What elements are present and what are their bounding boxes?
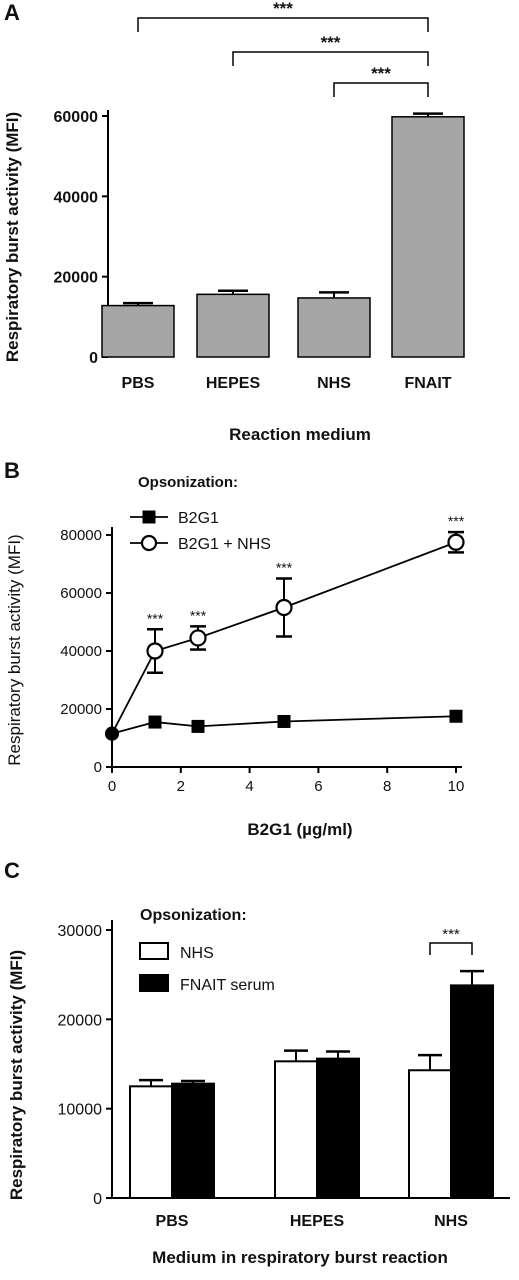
- panel-a-x-tick-label: NHS: [317, 375, 351, 392]
- panel-c-legend-swatch-nhs: [139, 942, 169, 960]
- panel-a-significance-label: ***: [273, 0, 293, 18]
- panel-a-significance-label: ***: [321, 33, 341, 52]
- panel-c-x-tick-label: PBS: [156, 1213, 189, 1230]
- panel-c-x-tick-label: HEPES: [290, 1213, 345, 1230]
- panel-b-significance-label: ***: [147, 610, 164, 626]
- panel-c-bar: [171, 1082, 215, 1199]
- panel-b-point-square: [148, 715, 162, 729]
- panel-b-point-filled-circle: [105, 726, 119, 741]
- panel-b-x-axis-label: B2G1 (µg/ml): [247, 820, 352, 839]
- panel-a-y-tick-label: 60000: [54, 109, 99, 126]
- panel-a-x-tick-label: HEPES: [206, 375, 261, 392]
- panel-b-x-tick-label: 6: [314, 778, 322, 795]
- panel-a-significance-bracket: [137, 17, 429, 32]
- panel-c-legend-label-nhs: NHS: [180, 945, 214, 962]
- panel-c-legend-swatch-fnait: [139, 974, 169, 992]
- panel-a-bar: [391, 116, 465, 358]
- panel-b-legend-marker-square: [142, 510, 156, 524]
- panel-c-legend-title: Opsonization:: [140, 907, 247, 924]
- panel-b-chart: B Respiratory burst activity (MFI) B2G1 …: [4, 458, 465, 839]
- panel-b-x-tick-label: 8: [383, 778, 391, 795]
- panel-c-y-tick-label: 20000: [58, 1012, 103, 1029]
- panel-b-x-tick-label: 4: [245, 778, 253, 795]
- panel-a-bar: [196, 293, 270, 358]
- panel-a-x-axis-label: Reaction medium: [229, 425, 371, 444]
- panel-a-y-tick-label: 20000: [54, 270, 99, 287]
- panel-a-y-tick-label: 40000: [54, 189, 99, 206]
- panel-b-significance-label: ***: [190, 607, 207, 623]
- panel-b-x-tick-label: 2: [177, 778, 185, 795]
- panel-b-legend-marker-circle: [140, 534, 158, 552]
- panel-b-significance-label: ***: [276, 560, 293, 576]
- panel-a-x-tick-label: FNAIT: [404, 375, 451, 392]
- panel-a-bar: [297, 297, 371, 358]
- panel-a-chart: A Respiratory burst activity (MFI) React…: [3, 0, 465, 444]
- panel-b-point-open-circle: [146, 642, 164, 660]
- panel-a-y-axis-label: Respiratory burst activity (MFI): [3, 112, 22, 362]
- panel-a-bar: [101, 304, 175, 358]
- panel-b-legend-label-b2g1: B2G1: [178, 510, 219, 527]
- panel-c-y-tick-label: 0: [93, 1191, 102, 1208]
- panel-a-significance-label: ***: [371, 64, 391, 83]
- panel-c-x-axis-label: Medium in respiratory burst reaction: [152, 1248, 448, 1267]
- panel-b-y-tick-label: 80000: [60, 527, 102, 544]
- panel-b-point-square: [449, 709, 463, 723]
- panel-c-y-tick-label: 10000: [58, 1102, 103, 1119]
- panel-b-x-tick-label: 10: [448, 778, 465, 795]
- panel-a-significance-bracket: [232, 51, 429, 66]
- panel-b-y-tick-label: 20000: [60, 701, 102, 718]
- panel-b-significance-label: ***: [448, 513, 465, 529]
- panel-b-x-tick-label: 0: [108, 778, 116, 795]
- panel-b-y-axis-label: Respiratory burst activity (MFI): [5, 534, 24, 765]
- panel-a-y-tick-label: 0: [89, 350, 98, 367]
- panel-c-bar: [450, 984, 494, 1199]
- panel-c-y-axis-label: Respiratory burst activity (MFI): [7, 950, 26, 1200]
- panel-c-bar: [129, 1085, 173, 1200]
- panel-b-point-open-circle: [275, 598, 293, 617]
- panel-c-y-tick-label: 30000: [58, 923, 103, 940]
- panel-c-chart: C Respiratory burst activity (MFI) Mediu…: [4, 858, 510, 1267]
- panel-c-bar: [274, 1060, 318, 1199]
- panel-c-significance-label: ***: [442, 926, 460, 943]
- panel-c-x-tick-label: NHS: [434, 1213, 468, 1230]
- panel-a-letter: A: [4, 0, 20, 25]
- panel-c-letter: C: [4, 858, 20, 883]
- panel-b-point-open-circle: [189, 629, 207, 647]
- panel-b-y-tick-label: 60000: [60, 585, 102, 602]
- panel-a-x-tick-label: PBS: [122, 375, 155, 392]
- panel-b-point-square: [191, 719, 205, 733]
- panel-b-point-square: [277, 714, 291, 728]
- panel-c-significance-bracket: [429, 942, 473, 955]
- panel-b-legend-title: Opsonization:: [138, 474, 238, 491]
- panel-c-bar: [316, 1057, 360, 1200]
- panel-b-y-tick-label: 40000: [60, 643, 102, 660]
- panel-b-letter: B: [4, 458, 20, 483]
- panel-b-y-tick-label: 0: [94, 759, 102, 776]
- panel-c-bar: [408, 1069, 452, 1199]
- panel-a-significance-bracket: [333, 82, 429, 97]
- panel-c-legend-label-fnait: FNAIT serum: [180, 977, 275, 994]
- panel-b-legend-label-b2g1-nhs: B2G1 + NHS: [178, 536, 271, 553]
- panel-b-point-open-circle: [447, 533, 465, 551]
